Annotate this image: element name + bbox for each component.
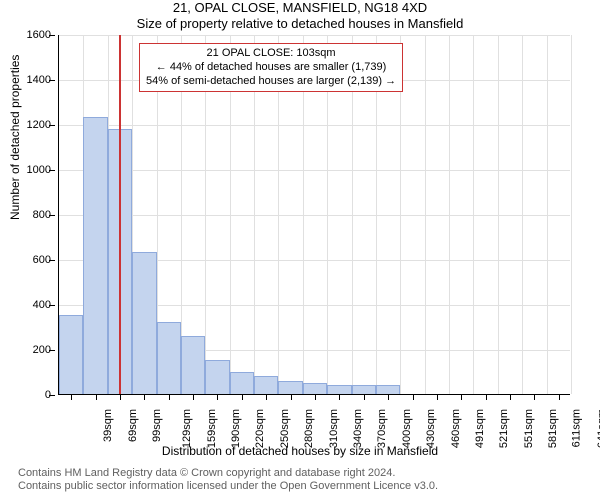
gridline-h <box>59 215 570 216</box>
x-tick <box>120 394 121 400</box>
x-tick-label: 69sqm <box>127 409 139 442</box>
x-tick-label: 39sqm <box>102 409 114 442</box>
gridline-h <box>59 170 570 171</box>
x-tick-label: 611sqm <box>571 409 583 447</box>
histogram-bar <box>59 315 83 394</box>
x-tick-label: 280sqm <box>303 409 315 448</box>
x-tick-label: 641sqm <box>596 409 600 448</box>
y-tick-label: 1400 <box>11 74 51 86</box>
x-tick-label: 581sqm <box>547 409 559 448</box>
y-tick-label: 1600 <box>11 29 51 41</box>
x-tick <box>193 394 194 400</box>
x-tick <box>339 394 340 400</box>
x-tick <box>388 394 389 400</box>
x-tick <box>486 394 487 400</box>
info-line-1: 21 OPAL CLOSE: 103sqm <box>146 47 396 61</box>
chart-container: 21, OPAL CLOSE, MANSFIELD, NG18 4XD Size… <box>0 0 600 500</box>
histogram-bar <box>157 322 181 394</box>
address-title: 21, OPAL CLOSE, MANSFIELD, NG18 4XD <box>0 0 600 16</box>
x-tick-label: 99sqm <box>151 409 163 442</box>
gridline-v <box>473 35 474 394</box>
histogram-bar <box>83 117 107 394</box>
copyright-line-2: Contains public sector information licen… <box>18 480 438 494</box>
x-tick <box>291 394 292 400</box>
gridline-v <box>498 35 499 394</box>
histogram-bar <box>132 252 156 394</box>
x-tick <box>242 394 243 400</box>
plot-area: 0200400600800100012001400160039sqm69sqm9… <box>58 35 570 395</box>
y-tick-label: 200 <box>11 344 51 356</box>
x-tick <box>510 394 511 400</box>
histogram-bar <box>376 385 400 394</box>
y-tick-label: 1200 <box>11 119 51 131</box>
chart-subtitle: Size of property relative to detached ho… <box>0 16 600 32</box>
histogram-bar <box>278 381 302 395</box>
histogram-bar <box>303 383 327 394</box>
x-tick <box>364 394 365 400</box>
y-tick-label: 600 <box>11 254 51 266</box>
x-tick <box>461 394 462 400</box>
x-tick-label: 129sqm <box>181 409 193 448</box>
info-line-2: ← 44% of detached houses are smaller (1,… <box>146 61 396 75</box>
x-tick <box>217 394 218 400</box>
x-tick-label: 370sqm <box>377 409 389 448</box>
y-tick-label: 0 <box>11 389 51 401</box>
x-tick-label: 159sqm <box>206 409 218 448</box>
info-line-3: 54% of semi-detached houses are larger (… <box>146 75 396 89</box>
x-axis-label: Distribution of detached houses by size … <box>0 444 600 458</box>
histogram-bar <box>205 360 229 394</box>
x-tick-label: 250sqm <box>279 409 291 448</box>
gridline-v <box>449 35 450 394</box>
x-tick <box>413 394 414 400</box>
x-tick <box>534 394 535 400</box>
gridline-v <box>571 35 572 394</box>
histogram-bar <box>327 385 351 394</box>
x-tick <box>169 394 170 400</box>
x-tick-label: 400sqm <box>401 409 413 448</box>
gridline-v <box>425 35 426 394</box>
x-tick-label: 521sqm <box>498 409 510 448</box>
histogram-bar <box>254 376 278 394</box>
copyright-block: Contains HM Land Registry data © Crown c… <box>18 467 438 495</box>
x-tick-label: 491sqm <box>474 409 486 448</box>
gridline-v <box>522 35 523 394</box>
gridline-v <box>547 35 548 394</box>
x-tick-label: 430sqm <box>425 409 437 448</box>
x-tick <box>437 394 438 400</box>
x-tick-label: 220sqm <box>255 409 267 448</box>
x-tick-label: 551sqm <box>523 409 535 448</box>
x-tick-label: 460sqm <box>450 409 462 448</box>
x-tick <box>71 394 72 400</box>
y-tick-label: 1000 <box>11 164 51 176</box>
x-tick <box>96 394 97 400</box>
x-tick-label: 340sqm <box>352 409 364 448</box>
histogram-bar <box>230 372 254 395</box>
property-info-box: 21 OPAL CLOSE: 103sqm← 44% of detached h… <box>139 43 403 92</box>
x-tick-label: 310sqm <box>328 409 340 448</box>
copyright-line-1: Contains HM Land Registry data © Crown c… <box>18 467 438 481</box>
y-tick-label: 800 <box>11 209 51 221</box>
property-marker-line <box>119 35 121 394</box>
plot-wrap: 0200400600800100012001400160039sqm69sqm9… <box>58 35 570 395</box>
x-tick <box>315 394 316 400</box>
x-tick <box>559 394 560 400</box>
gridline-h <box>59 125 570 126</box>
y-tick-label: 400 <box>11 299 51 311</box>
x-tick <box>266 394 267 400</box>
x-tick <box>144 394 145 400</box>
x-tick-label: 190sqm <box>230 409 242 448</box>
histogram-bar <box>352 385 376 394</box>
gridline-h <box>59 35 570 36</box>
histogram-bar <box>181 336 205 395</box>
